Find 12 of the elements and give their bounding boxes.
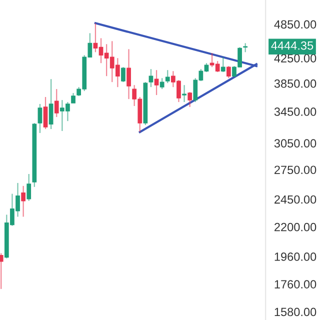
y-tick-label: 1580.00 [274,308,316,316]
y-tick-label: 4250.00 [274,54,316,62]
y-tick-label: 3050.00 [274,139,316,148]
y-tick-label: 1960.00 [274,252,316,261]
y-tick-label: 2750.00 [274,166,316,174]
y-tick-label: 3850.00 [274,79,316,88]
y-tick-label: 4850.00 [274,20,316,29]
y-tick-label: 2200.00 [274,222,316,232]
y-tick-label: 3450.00 [274,108,316,116]
text: 4444.35 [271,41,314,50]
y-tick-label: 2450.00 [274,195,316,204]
y-tick-label: 1760.00 [274,280,316,288]
